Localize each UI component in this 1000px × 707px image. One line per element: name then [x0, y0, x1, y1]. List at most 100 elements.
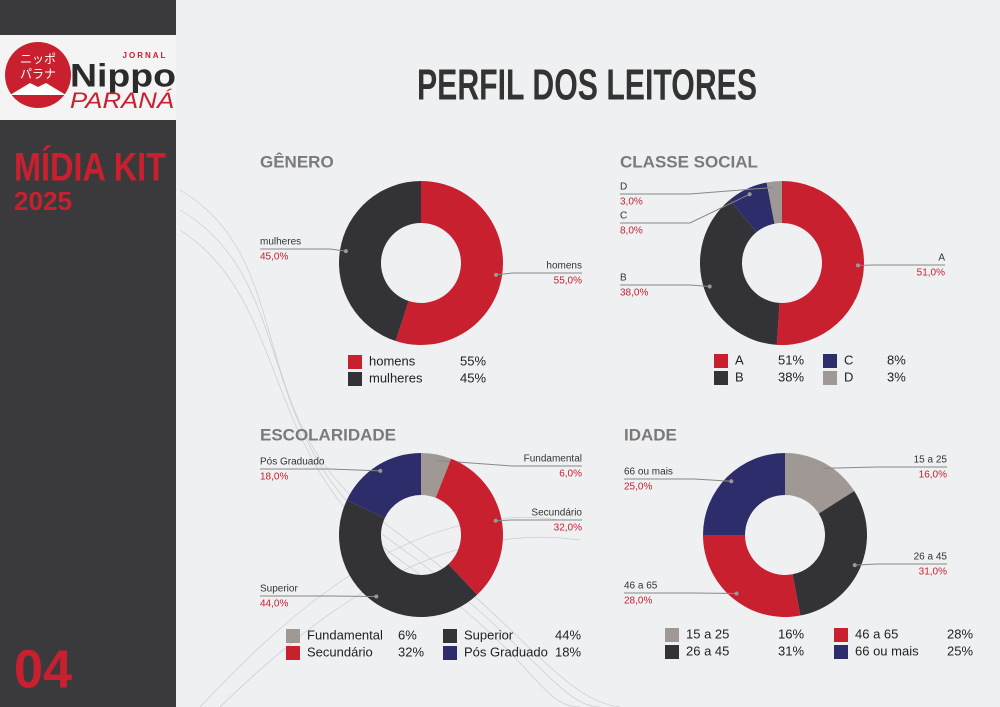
callout-dot	[378, 468, 383, 473]
legend-value: 44%	[555, 627, 581, 642]
callout-line	[620, 284, 710, 287]
callout-value: 44,0%	[260, 599, 288, 610]
donut-slice	[346, 453, 421, 518]
callout-name: 66 ou mais	[624, 467, 673, 478]
page-number: 04	[14, 639, 72, 699]
callout-line	[620, 186, 775, 195]
legend-swatch	[665, 645, 679, 659]
callout-line	[624, 478, 732, 482]
legend-label: 46 a 65	[855, 626, 898, 641]
callout-name: C	[620, 211, 627, 222]
callout-value: 6,0%	[559, 469, 582, 480]
callout-value: 25,0%	[624, 482, 652, 493]
callout-line	[260, 248, 347, 252]
logo-jp: パラナ	[20, 67, 56, 81]
logo-name: Nippo	[70, 57, 176, 93]
legend-label: 15 a 25	[686, 626, 729, 641]
donut-slice	[421, 453, 452, 498]
callout-name: Pós Graduado	[260, 457, 325, 468]
chart-title: ESCOLARIDADE	[260, 425, 396, 444]
callout-dot	[374, 594, 379, 599]
donut-slice	[699, 199, 780, 345]
logo-mountain	[10, 83, 66, 95]
callout-value: 38,0%	[620, 288, 648, 299]
legend-label: Secundário	[307, 644, 373, 659]
logo-jp: ニッポ	[20, 52, 56, 66]
legend-swatch	[286, 646, 300, 660]
callout-value: 28,0%	[624, 596, 652, 607]
legend-value: 3%	[887, 369, 906, 384]
sidebar-year: 2025	[14, 186, 72, 216]
callout-dot	[494, 272, 499, 277]
callout-name: B	[620, 273, 627, 284]
legend-swatch	[348, 372, 362, 386]
legend-swatch	[714, 371, 728, 385]
callout-dot	[772, 185, 777, 190]
callout-line	[495, 519, 582, 522]
callout-value: 18,0%	[260, 472, 288, 483]
legend-label: homens	[369, 353, 416, 368]
callout-name: homens	[546, 261, 582, 272]
legend-swatch	[443, 629, 457, 643]
callout-name: D	[620, 182, 627, 193]
legend-value: 28%	[947, 626, 973, 641]
chart-title: IDADE	[624, 425, 677, 444]
legend-swatch	[823, 371, 837, 385]
callout-line	[821, 466, 947, 469]
callout-line	[435, 459, 582, 467]
legend-swatch	[714, 354, 728, 368]
callout-value: 31,0%	[919, 567, 947, 578]
callout-dot	[433, 458, 438, 463]
legend-value: 6%	[398, 627, 417, 642]
legend-label: C	[844, 352, 853, 367]
callout-name: Fundamental	[524, 454, 582, 465]
chart-title: GÊNERO	[260, 152, 334, 171]
callout-value: 3,0%	[620, 197, 643, 208]
donut-slice	[395, 181, 504, 345]
legend-value: 25%	[947, 643, 973, 658]
legend-value: 8%	[887, 352, 906, 367]
legend-value: 55%	[460, 353, 486, 368]
callout-name: 15 a 25	[914, 455, 948, 466]
callout-value: 51,0%	[917, 268, 945, 279]
donut-slice	[338, 181, 421, 341]
callout-name: 46 a 65	[624, 581, 658, 592]
callout-value: 32,0%	[554, 523, 582, 534]
callout-name: Secundário	[531, 508, 582, 519]
callout-dot	[855, 263, 860, 268]
callout-name: Superior	[260, 584, 298, 595]
legend-swatch	[286, 629, 300, 643]
legend-swatch	[823, 354, 837, 368]
callout-line	[624, 592, 737, 595]
callout-line	[620, 193, 750, 224]
page-title: PERFIL DOS LEITORES	[417, 61, 757, 110]
legend-label: 26 a 45	[686, 643, 729, 658]
callout-name: 26 a 45	[914, 552, 948, 563]
sidebar-title: MÍDIA KIT	[14, 145, 166, 190]
chart-title: CLASSE SOCIAL	[620, 152, 758, 171]
donut-slice	[776, 181, 864, 345]
legend-label: B	[735, 369, 744, 384]
callout-dot	[343, 249, 348, 254]
legend-swatch	[834, 645, 848, 659]
legend-label: D	[844, 369, 853, 384]
callout-dot	[852, 563, 857, 568]
legend-value: 45%	[460, 370, 486, 385]
callout-dot	[493, 518, 498, 523]
donut-slice	[338, 500, 478, 617]
callout-value: 55,0%	[554, 276, 582, 287]
callout-value: 45,0%	[260, 252, 288, 263]
legend-value: 32%	[398, 644, 424, 659]
donut-slice	[785, 453, 855, 514]
callout-dot	[819, 466, 824, 471]
legend-swatch	[834, 628, 848, 642]
callout-name: A	[938, 253, 945, 264]
legend-swatch	[348, 355, 362, 369]
callout-line	[854, 563, 947, 566]
legend-label: Pós Graduado	[464, 644, 548, 659]
legend-swatch	[443, 646, 457, 660]
logo-small: JORNAL	[123, 51, 168, 60]
callout-line	[260, 468, 381, 472]
